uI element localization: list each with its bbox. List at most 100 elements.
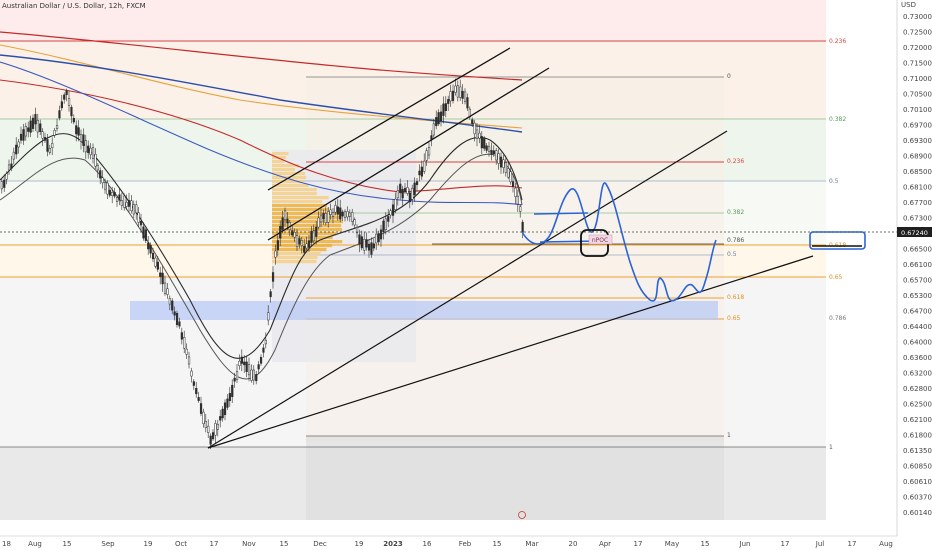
candle — [487, 146, 491, 152]
volume-profile-bar — [272, 172, 306, 176]
x-axis: 18 Aug 15 Sep 19 Oct 17 Nov 15 Dec 19 2023 16 Feb 15 Ma… — [0, 535, 932, 550]
chart-title: Australian Dollar / U.S. Dollar, 12h, FX… — [2, 2, 146, 10]
candle — [72, 117, 75, 123]
ema-slow — [0, 153, 523, 380]
volume-profile-bar — [272, 240, 343, 244]
candle — [336, 206, 339, 215]
candle — [389, 210, 392, 216]
candle — [507, 168, 510, 178]
candle — [355, 227, 359, 234]
y-tick-label: 0.65700 — [903, 277, 932, 285]
candle — [377, 233, 380, 243]
candle — [178, 321, 181, 327]
candle — [221, 408, 224, 419]
candle — [125, 202, 128, 207]
candle — [127, 200, 131, 207]
x-tick-label: 15 — [701, 540, 710, 548]
candle — [264, 339, 267, 345]
candle — [5, 173, 8, 180]
candle — [276, 240, 279, 251]
candle — [187, 356, 191, 365]
npoc-marker[interactable]: nPOC — [580, 229, 613, 257]
candle — [511, 181, 515, 187]
candle — [415, 181, 419, 186]
candle — [168, 298, 171, 305]
y-tick-label: 0.68100 — [903, 184, 932, 192]
y-tick-label: 0.66100 — [903, 261, 932, 269]
candle — [55, 125, 59, 130]
volume-profile-bar — [272, 252, 321, 256]
candle — [60, 101, 63, 109]
candle — [435, 117, 438, 127]
last-price-tag: 0.67240 — [901, 229, 928, 237]
candle — [79, 134, 83, 142]
volume-profile-bar — [272, 168, 296, 172]
y-tick-label: 0.70100 — [903, 106, 932, 114]
fib-outer-label: 0.382 — [829, 116, 846, 123]
candle — [483, 138, 486, 149]
fib-outer-label: 0.236 — [829, 38, 846, 45]
volume-profile-bar — [272, 248, 327, 252]
candle — [317, 217, 320, 228]
candle — [139, 220, 143, 226]
x-tick-label: 18 — [2, 540, 11, 548]
x-tick-label: 15 — [63, 540, 72, 548]
candle — [173, 311, 176, 316]
candle — [521, 221, 524, 233]
candle — [15, 144, 18, 155]
candle — [166, 288, 169, 295]
candle — [29, 120, 32, 133]
candle — [490, 149, 493, 155]
candle — [175, 312, 179, 325]
candle — [384, 218, 387, 230]
candle — [183, 336, 186, 349]
candle — [372, 243, 375, 249]
candle — [375, 233, 378, 244]
volume-profile-bar — [272, 152, 289, 156]
candle — [223, 402, 227, 415]
candle — [495, 150, 498, 161]
trendline-shallow — [207, 255, 814, 449]
candle — [115, 197, 119, 202]
y-tick-label: 0.62800 — [903, 385, 932, 393]
candle — [432, 123, 435, 136]
candle — [19, 133, 23, 141]
candle — [31, 117, 35, 129]
fib-label: 0.65 — [727, 315, 741, 322]
x-tick-label: May — [665, 540, 679, 548]
candle — [439, 111, 443, 122]
volume-profile-bar — [272, 212, 343, 216]
fib-label: 0 — [727, 73, 731, 80]
volume-profile-bar — [272, 200, 323, 204]
candle — [214, 423, 217, 436]
candle — [473, 122, 476, 135]
candle — [142, 226, 145, 239]
y-tick-label: 0.72000 — [903, 44, 932, 52]
x-tick-label: Sep — [101, 540, 115, 548]
candle — [17, 141, 20, 148]
trendlines[interactable] — [207, 47, 814, 449]
candle — [259, 357, 263, 364]
x-tick-label: 15 — [280, 540, 289, 548]
y-tick-label: 0.62100 — [903, 416, 932, 424]
flag-icon[interactable] — [518, 511, 526, 519]
candle — [185, 348, 188, 355]
candle — [295, 235, 299, 248]
x-tick-label: 20 — [569, 540, 578, 548]
candle — [499, 156, 503, 168]
candle — [75, 125, 78, 135]
candle — [382, 220, 385, 233]
y-tick-label: 0.73000 — [903, 13, 932, 21]
candle — [379, 229, 383, 240]
candle — [420, 166, 423, 177]
fib-outer-labels: 0.236 0.382 0.5 0.618 0.65 0.786 1 — [829, 38, 846, 451]
candle — [480, 136, 483, 149]
candle — [7, 164, 11, 171]
y-tick-label: 0.63200 — [903, 370, 932, 378]
candle — [516, 195, 519, 205]
y-tick-label: 0.64400 — [903, 323, 932, 331]
y-tick-label: 0.61350 — [903, 447, 932, 455]
candle — [281, 217, 284, 230]
